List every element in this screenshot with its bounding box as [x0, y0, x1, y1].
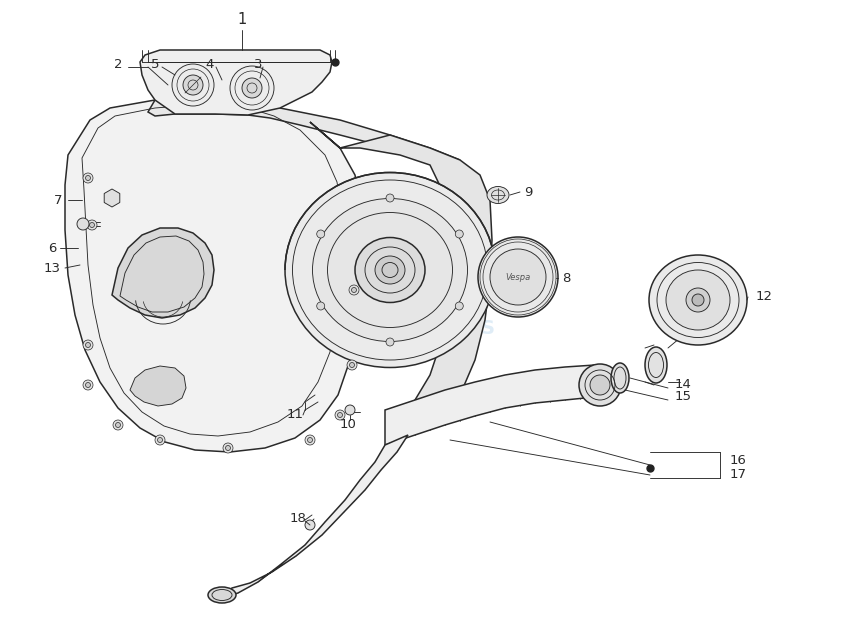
- Text: 1: 1: [238, 13, 247, 27]
- Ellipse shape: [183, 75, 203, 95]
- Ellipse shape: [666, 270, 730, 330]
- Polygon shape: [112, 228, 214, 318]
- Circle shape: [83, 173, 93, 183]
- Polygon shape: [104, 189, 120, 207]
- Polygon shape: [222, 435, 408, 598]
- Circle shape: [478, 237, 558, 317]
- Circle shape: [223, 443, 233, 453]
- Circle shape: [157, 438, 162, 443]
- Polygon shape: [310, 122, 492, 425]
- Text: MOTORPARTS: MOTORPARTS: [345, 319, 495, 337]
- Circle shape: [226, 446, 230, 450]
- Text: 12: 12: [756, 290, 773, 304]
- Ellipse shape: [375, 256, 405, 284]
- Ellipse shape: [645, 347, 667, 383]
- Circle shape: [83, 340, 93, 350]
- Circle shape: [455, 302, 464, 310]
- Circle shape: [305, 520, 315, 530]
- Text: 14: 14: [675, 378, 692, 392]
- Text: 6: 6: [48, 241, 56, 255]
- Circle shape: [305, 435, 315, 445]
- Circle shape: [692, 294, 704, 306]
- Circle shape: [85, 175, 91, 180]
- Text: 8: 8: [562, 272, 570, 284]
- Ellipse shape: [611, 363, 629, 393]
- Circle shape: [316, 302, 325, 310]
- Circle shape: [77, 218, 89, 230]
- Text: 17: 17: [730, 469, 747, 481]
- Text: 11: 11: [287, 408, 304, 422]
- Text: 18: 18: [289, 512, 306, 525]
- Ellipse shape: [487, 187, 509, 203]
- Text: 16: 16: [730, 453, 747, 467]
- Circle shape: [335, 410, 345, 420]
- Text: 2: 2: [113, 58, 123, 72]
- Circle shape: [386, 338, 394, 346]
- Ellipse shape: [242, 78, 262, 98]
- Circle shape: [85, 342, 91, 347]
- Text: 10: 10: [339, 418, 356, 432]
- Circle shape: [579, 364, 621, 406]
- Circle shape: [686, 288, 710, 312]
- Circle shape: [316, 230, 325, 238]
- Text: Vespa: Vespa: [505, 272, 530, 281]
- Text: 7: 7: [54, 194, 63, 206]
- Ellipse shape: [208, 587, 236, 603]
- Circle shape: [347, 360, 357, 370]
- Polygon shape: [385, 365, 595, 445]
- Circle shape: [113, 420, 123, 430]
- Polygon shape: [130, 366, 186, 406]
- Circle shape: [338, 413, 343, 417]
- Polygon shape: [148, 98, 460, 168]
- Circle shape: [345, 405, 355, 415]
- Circle shape: [455, 230, 464, 238]
- Circle shape: [349, 285, 359, 295]
- Ellipse shape: [285, 173, 495, 368]
- Circle shape: [351, 288, 356, 293]
- Text: 3: 3: [254, 58, 262, 72]
- Ellipse shape: [312, 199, 468, 342]
- Text: 15: 15: [675, 391, 692, 403]
- Polygon shape: [65, 98, 362, 452]
- Circle shape: [87, 220, 97, 230]
- Text: 4: 4: [206, 58, 214, 72]
- Ellipse shape: [355, 237, 425, 302]
- Text: 5: 5: [151, 58, 159, 72]
- Circle shape: [155, 435, 165, 445]
- Ellipse shape: [230, 66, 274, 110]
- Text: 13: 13: [43, 262, 61, 274]
- Circle shape: [386, 194, 394, 202]
- Text: 9: 9: [524, 185, 532, 199]
- Circle shape: [490, 249, 546, 305]
- Polygon shape: [140, 50, 332, 115]
- Circle shape: [85, 382, 91, 387]
- Ellipse shape: [649, 255, 747, 345]
- Circle shape: [349, 363, 354, 368]
- Text: OEM: OEM: [323, 264, 457, 316]
- Ellipse shape: [172, 64, 214, 106]
- Circle shape: [83, 380, 93, 390]
- Circle shape: [90, 222, 95, 227]
- Circle shape: [307, 438, 312, 443]
- Circle shape: [116, 422, 120, 427]
- Circle shape: [590, 375, 610, 395]
